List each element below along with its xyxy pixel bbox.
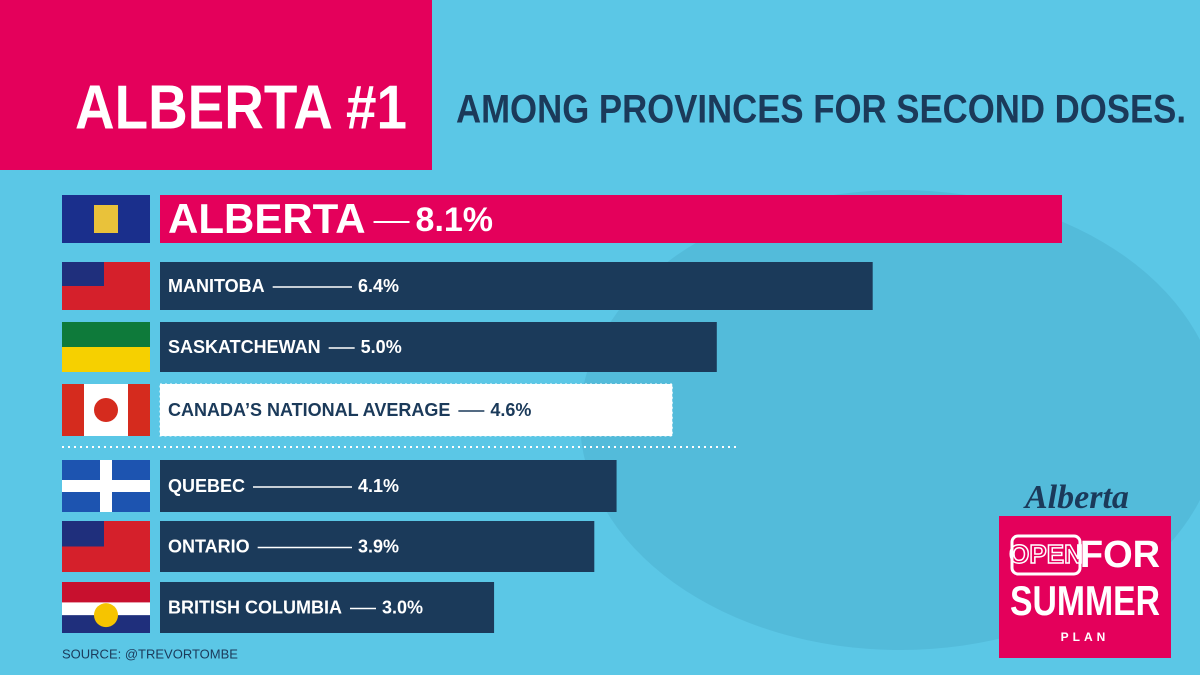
category-label: BRITISH COLUMBIA — [168, 597, 342, 617]
bar — [160, 460, 617, 512]
category-label: MANITOBA — [168, 276, 265, 296]
flag-part — [62, 384, 84, 436]
bar — [159, 383, 673, 437]
flag-part — [62, 347, 150, 372]
value-label: 5.0% — [361, 337, 402, 357]
value-label: 4.1% — [358, 476, 399, 496]
bar — [160, 195, 1062, 243]
bar — [160, 262, 873, 310]
value-label: 3.0% — [382, 597, 423, 617]
logo-box — [999, 516, 1171, 658]
bar — [160, 521, 595, 572]
bar — [160, 582, 495, 633]
value-label: 3.9% — [358, 536, 399, 556]
value-label: 6.4% — [358, 276, 399, 296]
category-label: QUEBEC — [168, 476, 245, 496]
chart-subtitle: AMONG PROVINCES FOR SECOND DOSES. — [456, 88, 1186, 132]
chart-title: ALBERTA #1 — [75, 73, 407, 142]
logo-summer: SUMMER — [1010, 577, 1160, 624]
value-label: 8.1% — [416, 201, 494, 239]
flag-part — [94, 205, 118, 233]
logo-open: OPEN — [1009, 539, 1083, 569]
title-box — [0, 0, 432, 170]
bar — [160, 322, 717, 372]
category-label: SASKATCHEWAN — [168, 337, 321, 357]
value-label: 4.6% — [490, 400, 531, 420]
flag-leaf — [94, 398, 118, 422]
flag-part — [62, 480, 150, 492]
flag-part — [62, 521, 104, 547]
logo-for: FOR — [1080, 534, 1160, 576]
flag-sun — [94, 603, 118, 628]
category-label: ONTARIO — [168, 536, 250, 556]
flag-part — [62, 582, 150, 603]
logo-plan: PLAN — [1061, 630, 1110, 644]
flag-part — [62, 262, 104, 286]
source: SOURCE: @TREVORTOMBE — [62, 646, 238, 661]
flag-part — [128, 384, 150, 436]
logo-open-frame — [1010, 534, 1082, 576]
category-label: CANADA’S NATIONAL AVERAGE — [168, 400, 450, 420]
category-label: ALBERTA — [168, 195, 366, 242]
logo-brand: Alberta — [1023, 479, 1129, 516]
